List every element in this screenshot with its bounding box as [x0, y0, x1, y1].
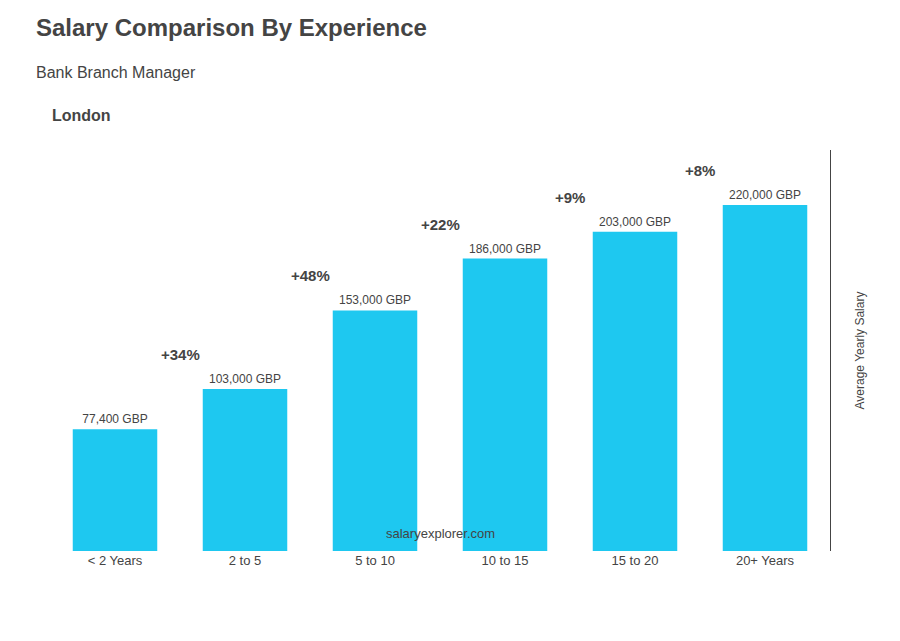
svg-text:Salary Comparison By Experienc: Salary Comparison By Experience [36, 14, 427, 41]
svg-text:< 2 Years: < 2 Years [88, 553, 143, 568]
svg-text:+34%: +34% [161, 346, 200, 363]
svg-text:15 to 20: 15 to 20 [612, 553, 659, 568]
svg-text:220,000 GBP: 220,000 GBP [729, 188, 801, 202]
svg-text:Bank Branch Manager: Bank Branch Manager [36, 64, 196, 81]
svg-text:186,000 GBP: 186,000 GBP [469, 242, 541, 256]
svg-text:77,400 GBP: 77,400 GBP [82, 412, 147, 426]
svg-text:10 to 15: 10 to 15 [482, 553, 529, 568]
svg-text:+22%: +22% [421, 216, 460, 233]
svg-text:+9%: +9% [555, 189, 585, 206]
svg-text:5 to 10: 5 to 10 [355, 553, 395, 568]
svg-text:153,000 GBP: 153,000 GBP [339, 293, 411, 307]
svg-text:Average Yearly Salary: Average Yearly Salary [853, 292, 867, 410]
svg-text:103,000 GBP: 103,000 GBP [209, 372, 281, 386]
svg-text:salaryexplorer.com: salaryexplorer.com [386, 526, 495, 541]
svg-text:+8%: +8% [685, 162, 715, 179]
svg-text:2 to 5: 2 to 5 [229, 553, 262, 568]
svg-text:203,000 GBP: 203,000 GBP [599, 215, 671, 229]
svg-text:+48%: +48% [291, 267, 330, 284]
svg-text:London: London [52, 107, 111, 124]
svg-text:20+ Years: 20+ Years [736, 553, 795, 568]
